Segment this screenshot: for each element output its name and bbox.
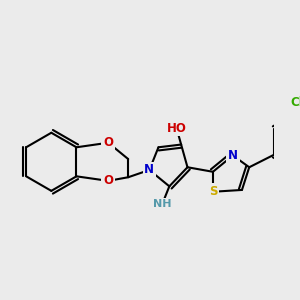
Text: Cl: Cl	[290, 96, 300, 109]
Text: NH: NH	[153, 200, 171, 209]
Text: S: S	[209, 185, 217, 198]
Text: N: N	[228, 149, 238, 162]
Text: O: O	[103, 174, 113, 188]
Text: HO: HO	[167, 122, 187, 135]
Text: N: N	[144, 164, 154, 176]
Text: O: O	[103, 136, 113, 149]
